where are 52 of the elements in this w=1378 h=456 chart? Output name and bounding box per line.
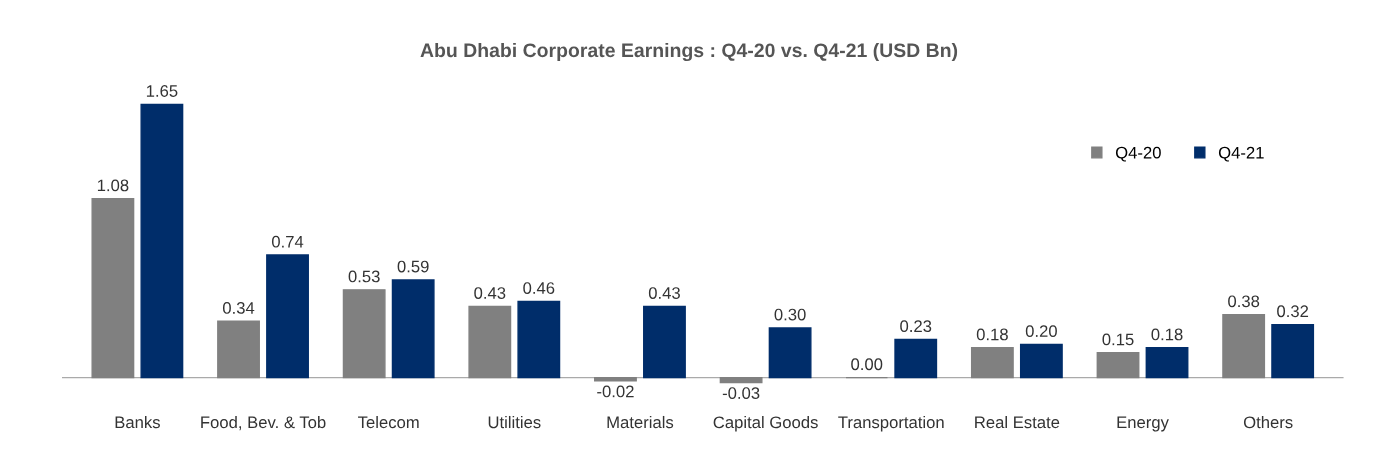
bar [91,198,135,379]
bar [140,103,184,379]
data-label: 0.18 [976,328,1008,341]
bar [594,376,637,382]
bar [266,254,309,379]
data-label: 0.43 [474,287,506,299]
x-tick-label: Telecom [358,415,419,429]
x-tick-label: Banks [115,415,160,429]
data-label: 0.15 [1102,333,1134,346]
bar [1222,313,1266,379]
bar [719,376,763,384]
x-tick-label: Utilities [488,415,541,429]
bar [468,305,512,379]
data-label: 0.18 [1151,328,1183,341]
x-tick-label: Transportation [838,415,944,432]
data-label: 0.59 [397,260,429,273]
bar [342,289,386,379]
bar [643,305,686,379]
bar [1271,323,1315,379]
data-label: 1.65 [146,85,178,97]
legend-label: Q4-20 [1115,146,1161,162]
legend-label: Q4-21 [1218,146,1264,162]
data-label: 0.23 [900,320,932,333]
bar [894,338,938,379]
x-tick-label: Real Estate [975,415,1060,429]
x-tick-label: Food, Bev. & Tob [201,415,326,431]
data-label: 1.08 [97,179,129,192]
chart-title: Abu Dhabi Corporate Earnings : Q4-20 vs. Q4-21 (USD Bn) [420,42,958,62]
x-tick-label: Capital Goods [713,415,818,432]
data-label: -0.02 [597,385,634,398]
data-label: 0.32 [1277,305,1309,318]
x-tick-label: Materials [607,415,674,429]
bar [1096,352,1140,379]
data-label: 0.74 [271,235,304,248]
data-label: 0.00 [851,358,883,371]
data-label: 0.30 [774,308,806,321]
bar [217,320,260,379]
bar [391,279,435,379]
bar [1019,343,1063,379]
x-tick-label: Others [1243,415,1293,429]
bar [1145,347,1189,379]
bar [517,300,561,379]
data-label: 0.20 [1025,325,1057,338]
x-tick-label: Energy [1117,416,1169,432]
data-label: -0.03 [722,387,760,399]
bar [970,347,1014,379]
data-label: 0.38 [1228,295,1260,308]
data-label: 0.53 [348,270,380,283]
data-label: 0.34 [222,302,255,314]
bar [768,327,812,379]
data-label: 0.43 [648,287,680,299]
data-label: 0.46 [523,282,555,294]
